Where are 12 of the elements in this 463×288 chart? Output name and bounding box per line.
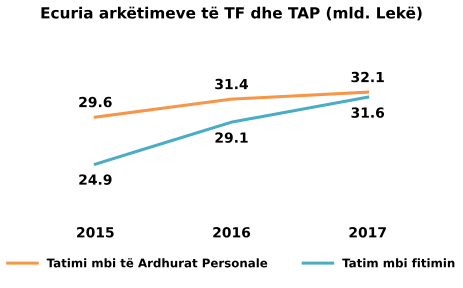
data-label: 32.1: [351, 72, 384, 82]
x-tick-label: 2016: [213, 227, 250, 238]
x-tick-label: 2015: [77, 227, 114, 238]
data-label: 29.6: [79, 96, 112, 108]
data-label: 24.9: [79, 174, 112, 185]
data-label: 31.4: [215, 78, 248, 90]
legend-label: Tatim mbi fitimin: [342, 258, 454, 268]
data-label: 29.1: [215, 132, 248, 143]
x-tick-label: 2017: [349, 227, 386, 238]
chart-title: Ecuria arkëtimeve të TF dhe TAP (mld. Lekë): [41, 6, 422, 20]
data-label: 31.6: [351, 107, 384, 118]
legend-label: Tatimi mbi të Ardhurat Personale: [46, 258, 268, 268]
